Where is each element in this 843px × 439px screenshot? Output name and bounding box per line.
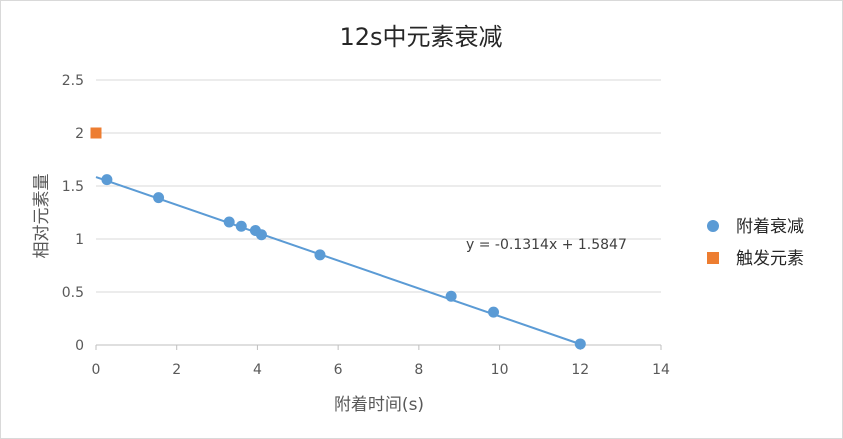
- trendline-equation: y = -0.1314x + 1.5847: [466, 237, 627, 253]
- x-tick-label: 14: [652, 362, 670, 378]
- legend-label: 附着衰减: [736, 217, 804, 237]
- legend-marker-square: [707, 252, 719, 264]
- axes: 0 0.5 1 1.5 2 2.5 0 2 4 6 8 10 12 14: [62, 73, 670, 378]
- legend-marker-circle: [707, 220, 719, 232]
- data-point-trigger: [90, 127, 102, 139]
- data-point-decay: [445, 290, 457, 302]
- data-point-decay: [235, 220, 247, 232]
- x-tick-label: 8: [414, 362, 423, 378]
- trendline: [95, 176, 584, 346]
- data-point-decay: [223, 216, 235, 228]
- x-tick-label: 2: [172, 362, 181, 378]
- x-tick-label: 0: [92, 362, 101, 378]
- x-axis-title: 附着时间(s): [334, 395, 424, 415]
- x-tick-label: 12: [571, 362, 589, 378]
- y-tick-label: 0: [75, 338, 84, 354]
- chart-title: 12s中元素衰减: [339, 23, 502, 51]
- y-tick-label: 2: [75, 126, 84, 142]
- y-tick-label: 0.5: [62, 285, 84, 301]
- legend-label: 触发元素: [736, 249, 804, 269]
- data-points: [90, 127, 586, 350]
- x-tick-label: 4: [253, 362, 262, 378]
- data-point-decay: [255, 229, 267, 241]
- data-point-decay: [101, 174, 113, 186]
- y-tick-label: 1: [75, 232, 84, 248]
- data-point-decay: [153, 192, 165, 204]
- trendline-group: [95, 176, 584, 346]
- gridlines: [96, 79, 661, 346]
- data-point-decay: [488, 306, 500, 318]
- x-tick-label: 6: [334, 362, 343, 378]
- data-point-decay: [574, 338, 586, 350]
- data-point-decay: [314, 249, 326, 261]
- y-axis-title: 相对元素量: [32, 174, 52, 259]
- y-tick-label: 1.5: [62, 179, 84, 195]
- x-tick-label: 10: [491, 362, 509, 378]
- y-tick-label: 2.5: [62, 73, 84, 89]
